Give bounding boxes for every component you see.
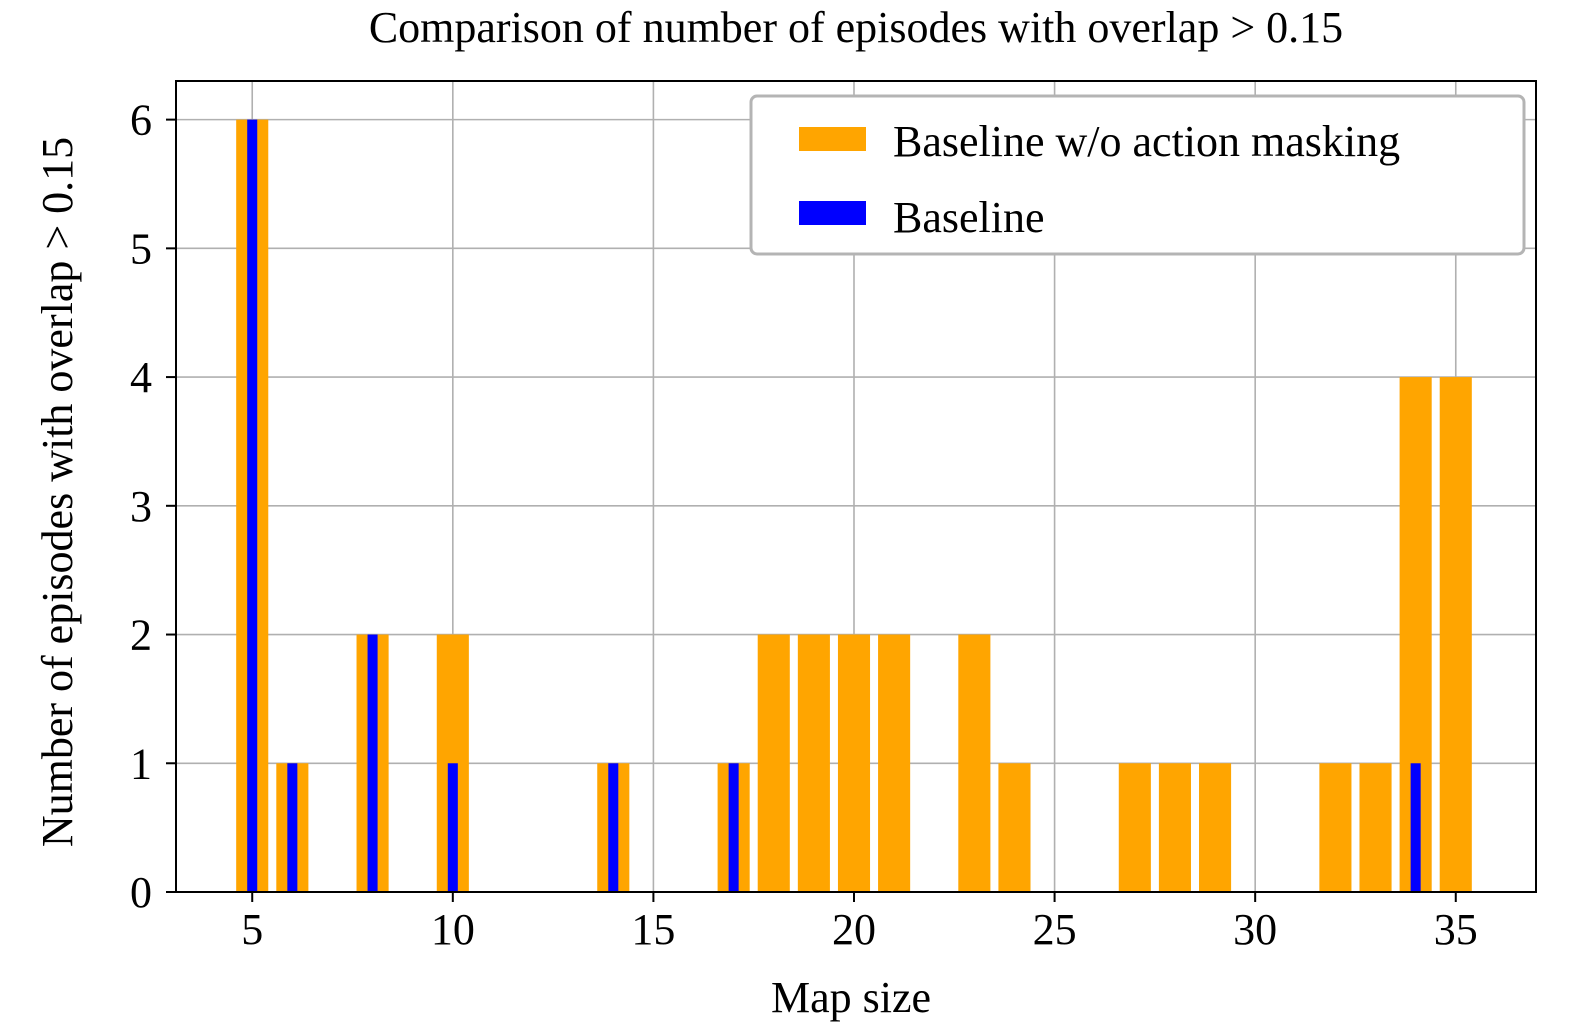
y-tick-label: 0 xyxy=(130,868,152,917)
x-tick-label: 30 xyxy=(1233,905,1277,954)
x-tick-label: 5 xyxy=(241,905,263,954)
axis-ticks: 5 10 15 20 25 30 35 0 1 2 3 4 5 6 xyxy=(130,96,1478,954)
legend-swatch-orange xyxy=(799,127,866,151)
bar-baseline-no-masking xyxy=(998,763,1031,892)
bar-baseline xyxy=(247,119,258,893)
legend-box xyxy=(749,94,1526,256)
y-tick-label: 5 xyxy=(130,224,152,273)
x-tick-label: 15 xyxy=(631,905,675,954)
bar-baseline-no-masking xyxy=(1439,377,1472,893)
y-tick-label: 4 xyxy=(130,353,152,402)
bar-baseline xyxy=(608,763,619,892)
chart-title: Comparison of number of episodes with ov… xyxy=(369,3,1343,52)
y-tick-label: 2 xyxy=(130,611,152,660)
bar-baseline xyxy=(287,763,298,892)
bar-baseline xyxy=(728,763,739,892)
y-axis-label: Number of episodes with overlap > 0.15 xyxy=(33,137,82,847)
legend-swatch-blue xyxy=(799,201,866,225)
bar-baseline xyxy=(1410,763,1421,892)
y-tick-label: 1 xyxy=(130,739,152,788)
bar-baseline-no-masking xyxy=(1359,763,1392,892)
bar-baseline-no-masking xyxy=(757,634,790,892)
x-tick-label: 10 xyxy=(431,905,475,954)
legend-label-baseline: Baseline xyxy=(893,193,1045,242)
bar-baseline xyxy=(447,763,458,892)
x-axis-label: Map size xyxy=(771,973,931,1022)
y-tick-label: 3 xyxy=(130,482,152,531)
bar-baseline-no-masking xyxy=(1158,763,1191,892)
legend: Baseline w/o action masking Baseline xyxy=(749,94,1526,256)
bar-baseline-no-masking xyxy=(797,634,830,892)
bar-baseline xyxy=(367,634,378,892)
bar-baseline-no-masking xyxy=(1199,763,1232,892)
bar-baseline-no-masking xyxy=(837,634,871,892)
plot-frame xyxy=(175,80,1537,893)
bar-baseline-no-masking xyxy=(1319,763,1352,892)
y-tick-label: 6 xyxy=(130,96,152,145)
bar-baseline-no-masking xyxy=(878,634,911,892)
x-tick-label: 35 xyxy=(1434,905,1478,954)
x-tick-label: 20 xyxy=(832,905,876,954)
bars xyxy=(236,119,1472,893)
bar-baseline-no-masking xyxy=(958,634,991,892)
x-tick-label: 25 xyxy=(1033,905,1077,954)
legend-label-baseline-no-masking: Baseline w/o action masking xyxy=(893,117,1400,166)
bar-baseline-no-masking xyxy=(1118,763,1151,892)
